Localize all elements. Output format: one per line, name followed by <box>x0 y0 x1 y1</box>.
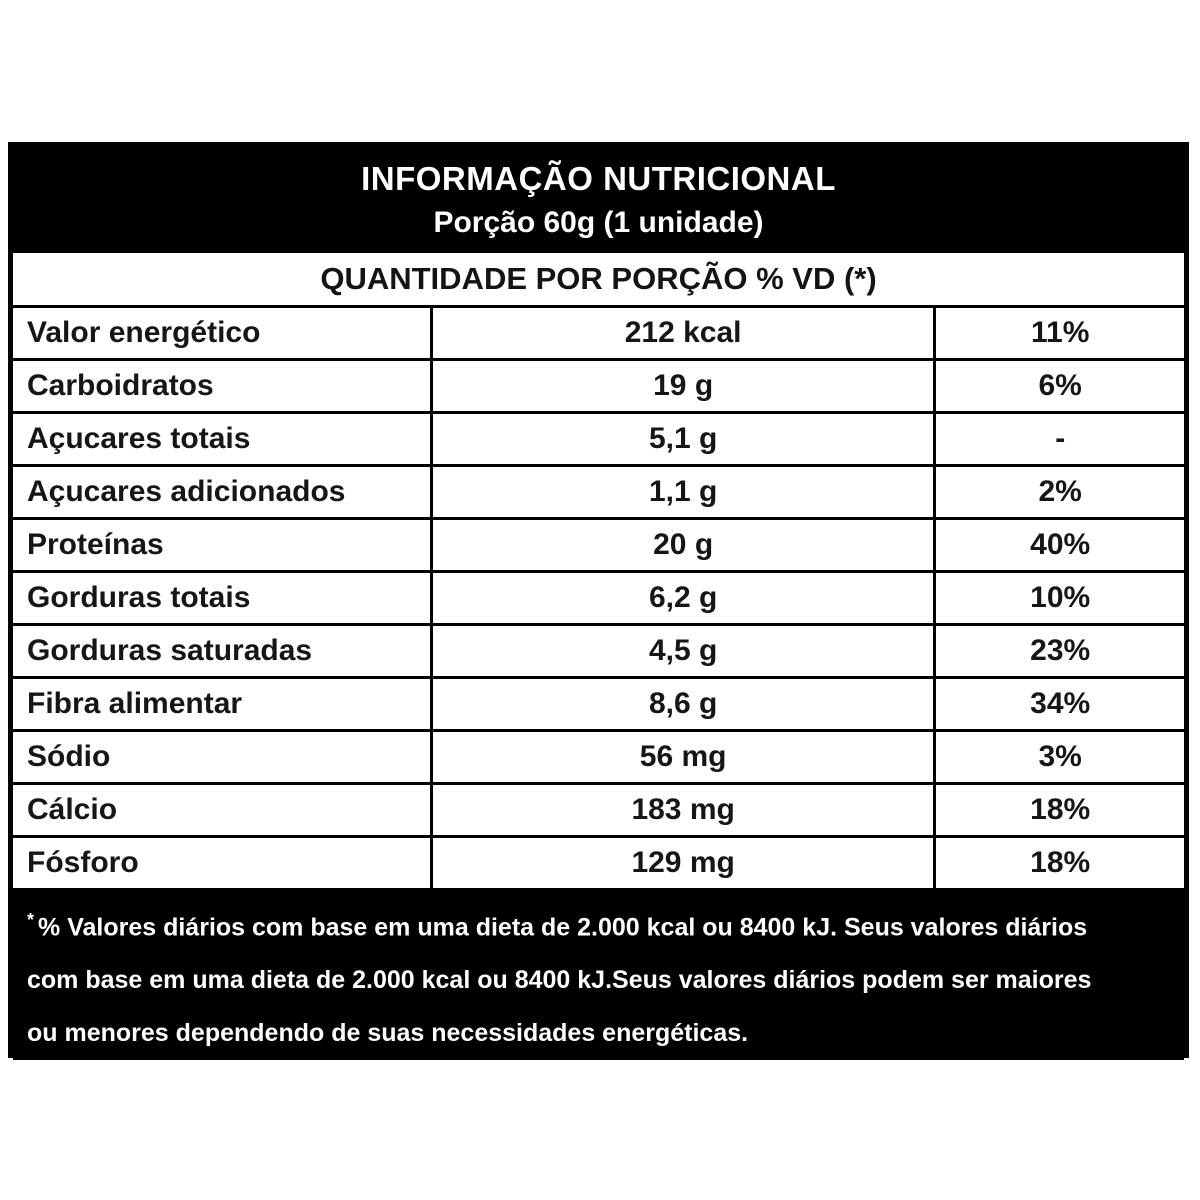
nutrient-name: Fósforo <box>27 846 139 879</box>
nutrient-amount: 1,1 g <box>429 467 934 517</box>
nutrient-amount: 8,6 g <box>429 679 934 729</box>
nutrient-dv: 6% <box>933 361 1184 411</box>
quantity-per-serving-heading: QUANTIDADE POR PORÇÃO % VD (*) <box>13 253 1184 308</box>
table-row-gorduras-totais: Gorduras totais 6,2 g 10% <box>13 570 1184 623</box>
nutrient-name: Carboidratos <box>27 369 214 402</box>
nutrient-dv: 2% <box>933 467 1184 517</box>
footnote-line-3: ou menores dependendo de suas necessidad… <box>27 1019 749 1048</box>
label-header: INFORMAÇÃO NUTRICIONAL Porção 60g (1 uni… <box>13 147 1184 253</box>
nutrient-name: Açucares totais <box>27 422 251 455</box>
nutrient-table: Valor energético 212 kcal 11% Carboidrat… <box>13 308 1184 888</box>
nutrient-amount: 19 g <box>429 361 934 411</box>
nutrient-name: Gorduras totais <box>27 581 251 614</box>
nutrient-name: Sódio <box>27 740 111 773</box>
nutrient-amount: 212 kcal <box>429 308 934 358</box>
nutrient-amount: 183 mg <box>429 785 934 835</box>
nutrient-amount: 4,5 g <box>429 626 934 676</box>
table-row-valor-energetico: Valor energético 212 kcal 11% <box>13 308 1184 358</box>
daily-values-footnote: *% Valores diários com base em uma dieta… <box>13 888 1184 1061</box>
serving-size: Porção 60g (1 unidade) <box>433 206 764 239</box>
asterisk-marker: * <box>27 910 35 930</box>
nutrient-name: Açucares adicionados <box>27 475 346 508</box>
table-row-sodio: Sódio 56 mg 3% <box>13 729 1184 782</box>
nutrient-amount: 20 g <box>429 520 934 570</box>
nutrient-dv: 11% <box>933 308 1184 358</box>
label-title: INFORMAÇÃO NUTRICIONAL <box>361 160 836 197</box>
footnote-line-2: com base em uma dieta de 2.000 kcal ou 8… <box>27 966 1092 995</box>
nutrient-name: Fibra alimentar <box>27 687 243 720</box>
nutrition-label: INFORMAÇÃO NUTRICIONAL Porção 60g (1 uni… <box>8 142 1189 1061</box>
nutrient-amount: 5,1 g <box>429 414 934 464</box>
table-row-carboidratos: Carboidratos 19 g 6% <box>13 358 1184 411</box>
table-row-calcio: Cálcio 183 mg 18% <box>13 782 1184 835</box>
table-row-acucares-adicionados: Açucares adicionados 1,1 g 2% <box>13 464 1184 517</box>
nutrient-dv: 18% <box>933 838 1184 888</box>
nutrient-dv: 10% <box>933 573 1184 623</box>
footnote-line-1-text: % Valores diários com base em uma dieta … <box>38 913 1088 942</box>
nutrient-dv: 3% <box>933 732 1184 782</box>
nutrient-dv: 40% <box>933 520 1184 570</box>
footnote-line-1: *% Valores diários com base em uma dieta… <box>27 894 1170 954</box>
table-row-gorduras-saturadas: Gorduras saturadas 4,5 g 23% <box>13 623 1184 676</box>
table-row-fibra-alimentar: Fibra alimentar 8,6 g 34% <box>13 676 1184 729</box>
table-row-acucares-totais: Açucares totais 5,1 g - <box>13 411 1184 464</box>
nutrient-dv: - <box>933 414 1184 464</box>
nutrient-name: Proteínas <box>27 528 164 561</box>
nutrient-name: Gorduras saturadas <box>27 634 313 667</box>
table-row-proteinas: Proteínas 20 g 40% <box>13 517 1184 570</box>
nutrient-name: Valor energético <box>27 316 261 349</box>
nutrient-dv: 23% <box>933 626 1184 676</box>
nutrient-amount: 56 mg <box>429 732 934 782</box>
table-row-fosforo: Fósforo 129 mg 18% <box>13 835 1184 888</box>
nutrient-name: Cálcio <box>27 793 118 826</box>
nutrient-dv: 18% <box>933 785 1184 835</box>
nutrient-dv: 34% <box>933 679 1184 729</box>
nutrient-amount: 6,2 g <box>429 573 934 623</box>
nutrient-amount: 129 mg <box>429 838 934 888</box>
